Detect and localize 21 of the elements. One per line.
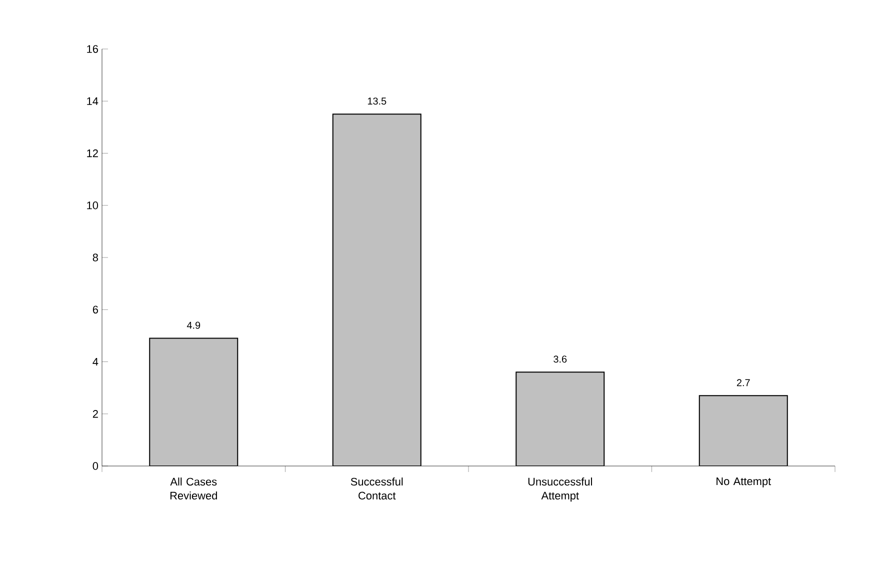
x-tick-label: Unsuccessful Attempt: [528, 478, 592, 502]
bar: [698, 395, 788, 466]
x-tick-label: No Attempt: [716, 478, 772, 488]
data-label: 2.7: [736, 379, 750, 386]
y-tick-label: 4: [92, 358, 98, 366]
y-tick-label: 14: [87, 97, 98, 105]
y-tick-label: 8: [92, 254, 98, 262]
data-label: 3.6: [554, 356, 567, 363]
y-tick-label: 2: [92, 410, 98, 418]
y-tick-label: 12: [87, 149, 98, 158]
x-tick-label: All Cases Reviewed: [170, 478, 217, 500]
bar: [149, 338, 238, 466]
bar: [516, 372, 605, 466]
y-tick-label: 6: [92, 306, 98, 314]
y-tick-label: 10: [87, 202, 98, 210]
x-tick-label: Successful Contact: [350, 478, 403, 500]
data-label: 13.5: [368, 98, 386, 105]
y-tick-label: 0: [92, 462, 98, 470]
bar: [332, 114, 422, 466]
y-tick-label: 16: [87, 45, 98, 53]
data-label: 4.9: [186, 322, 200, 329]
